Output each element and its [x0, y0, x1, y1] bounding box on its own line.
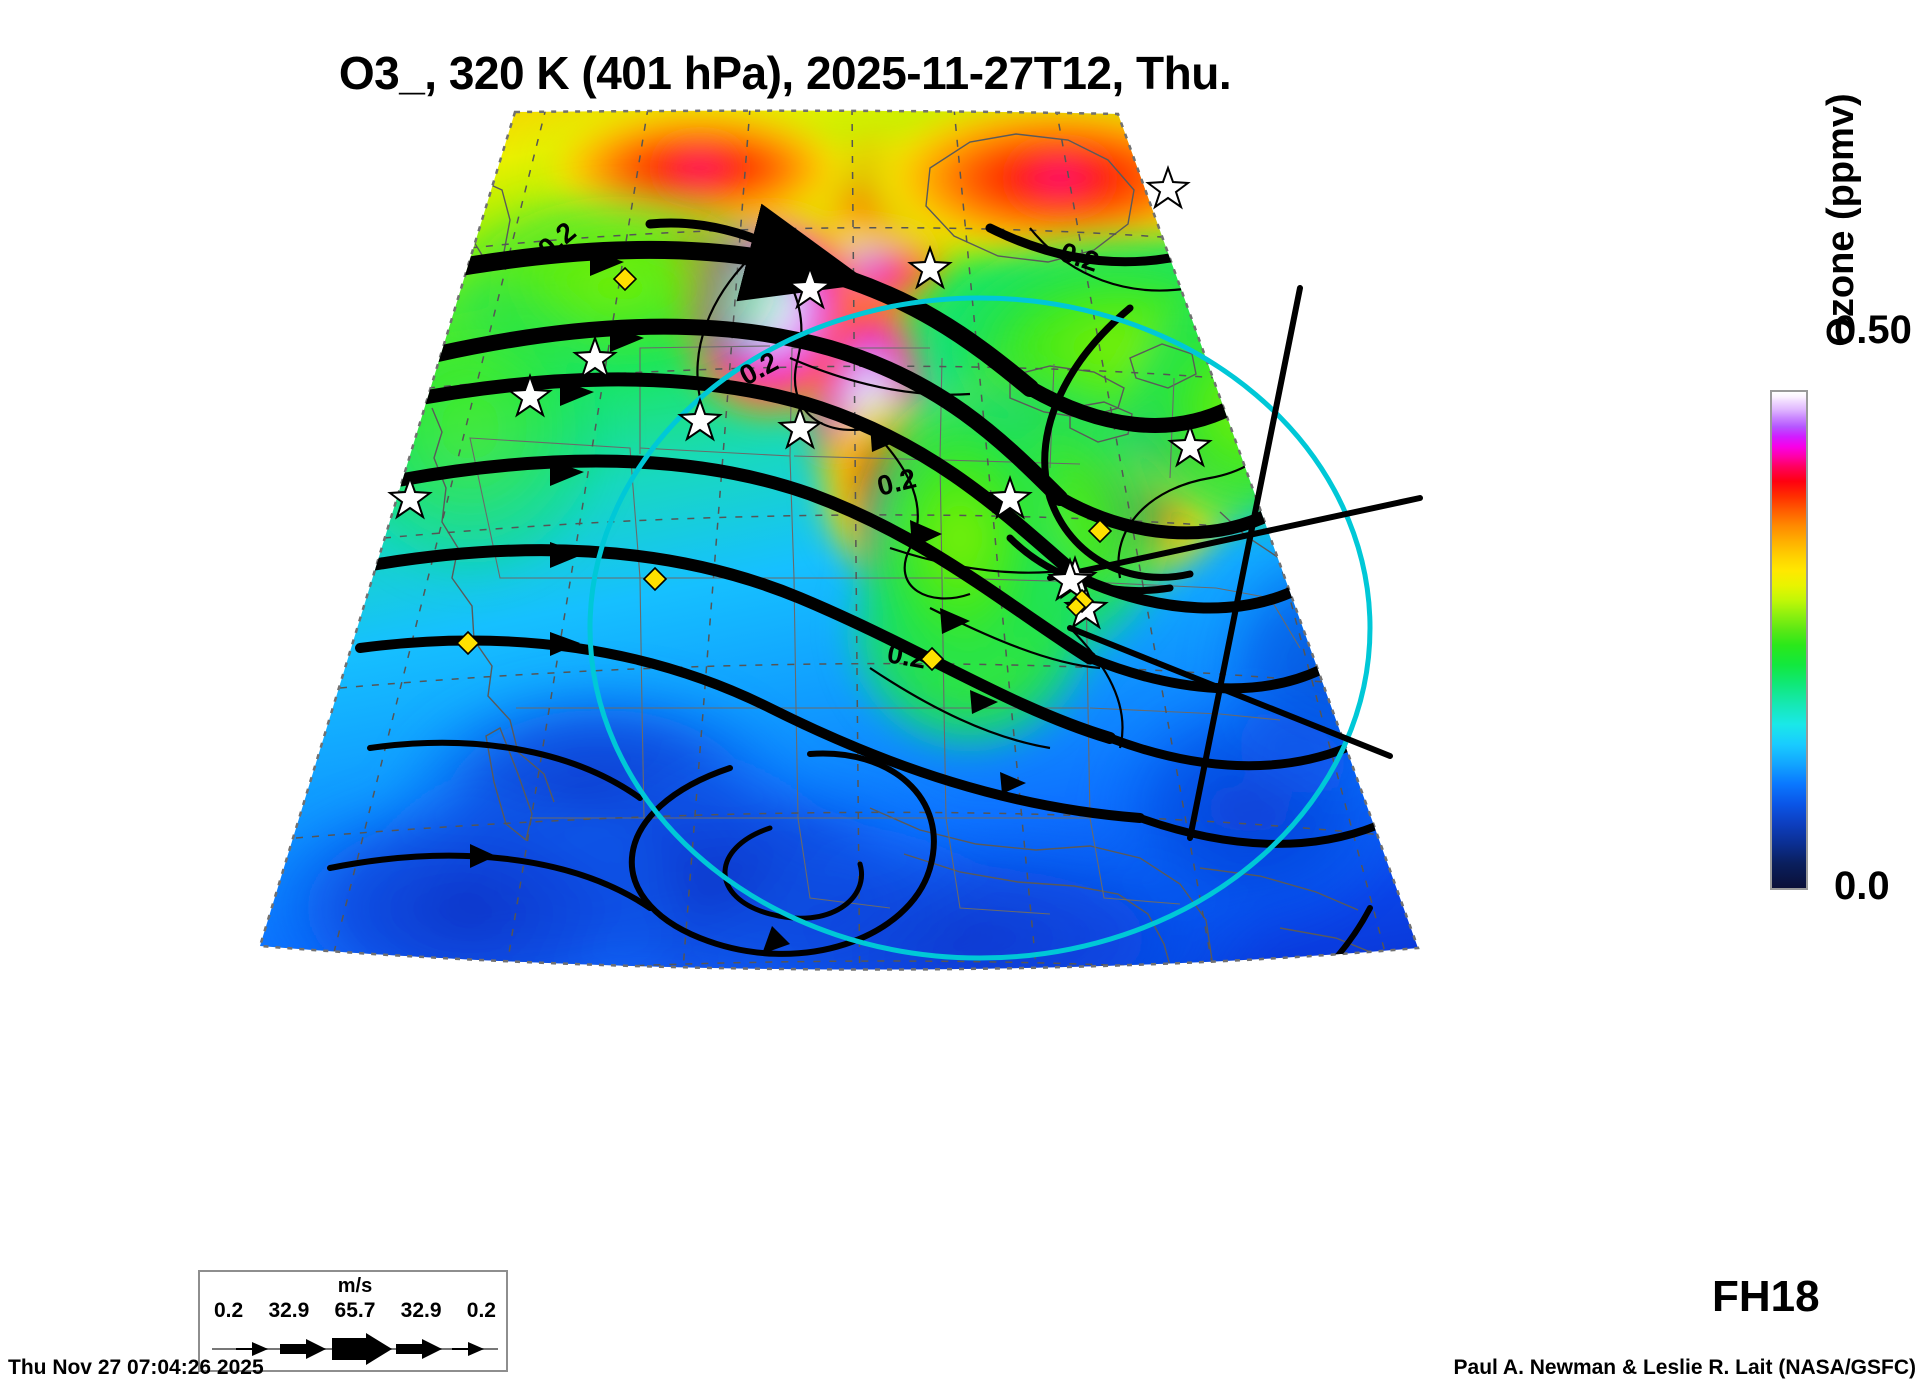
wind-value: 65.7	[334, 1299, 376, 1322]
flight-track-1	[1187, 285, 1303, 841]
station-diamond	[642, 566, 668, 592]
range-circle-overlay	[587, 295, 1373, 961]
wind-value: 0.2	[214, 1299, 244, 1322]
wind-value-labels: 0.2 32.9 65.7 32.9 0.2	[200, 1299, 510, 1323]
colorbar-axis-label: Ozone (ppmv)	[1820, 93, 1862, 347]
station-star	[387, 475, 433, 520]
station-star	[787, 265, 833, 310]
domain-boundary	[258, 109, 1420, 971]
station-diamond	[1065, 596, 1087, 618]
colorbar-max-label: 0.50	[1834, 308, 1912, 352]
ozone-contour-map[interactable]: 0.2 0.2 0.2 0.2 0.2	[170, 108, 1570, 1198]
station-star-group	[387, 165, 1213, 630]
flight-track-overlays[interactable]	[1047, 285, 1423, 841]
station-diamond	[1087, 518, 1113, 544]
wind-speed-legend: m/s 0.2 32.9 65.7 32.9 0.2	[198, 1270, 508, 1372]
station-star	[1167, 423, 1213, 468]
station-star	[572, 335, 618, 380]
station-star	[1047, 557, 1093, 602]
ozone-filled-contours	[260, 110, 1418, 970]
wind-unit-label: m/s	[337, 1275, 373, 1297]
colorbar-gradient	[1770, 390, 1808, 890]
station-diamond	[612, 266, 638, 292]
colorbar	[1770, 390, 1810, 890]
page-title: O3_, 320 K (401 hPa), 2025-11-27T12, Thu…	[338, 47, 1232, 99]
station-diamond	[455, 630, 481, 656]
contour-label: 0.2	[885, 637, 929, 674]
station-star	[777, 405, 823, 450]
flight-track-3	[1067, 625, 1393, 759]
wind-value: 0.2	[466, 1299, 496, 1322]
station-star	[987, 475, 1033, 520]
flight-track-2	[1047, 495, 1423, 581]
colorbar-min-label: 0.0	[1834, 864, 1890, 908]
station-star	[1145, 165, 1191, 210]
forecast-hour-badge: FH18	[1712, 1272, 1820, 1321]
author-credit: Paul A. Newman & Leslie R. Lait (NASA/GS…	[1453, 1356, 1916, 1379]
wind-value: 32.9	[268, 1299, 310, 1322]
station-star	[677, 397, 723, 442]
station-diamond	[919, 646, 945, 672]
map-panel[interactable]: 0.2 0.2 0.2 0.2 0.2	[170, 108, 1570, 1198]
wind-arrow-scale	[212, 1333, 498, 1365]
station-diamond-group	[455, 266, 1113, 672]
station-star	[907, 245, 953, 290]
station-markers[interactable]	[387, 165, 1213, 672]
generation-timestamp: Thu Nov 27 07:04:26 2025	[8, 1356, 264, 1379]
station-star	[507, 373, 553, 418]
wind-value: 32.9	[400, 1299, 442, 1322]
